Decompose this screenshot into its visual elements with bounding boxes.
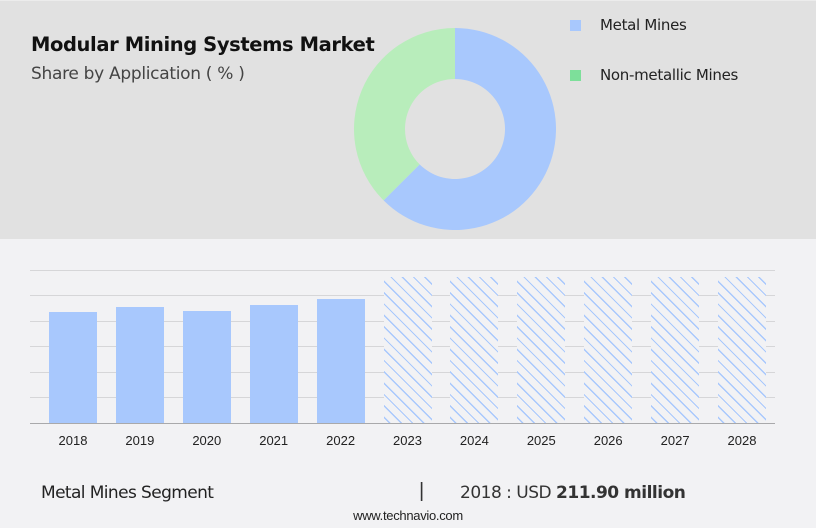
- gridline: [30, 270, 775, 271]
- bar-2027: [651, 277, 700, 423]
- legend-swatch-metal: [570, 19, 581, 31]
- legend-swatch-non-metallic: [570, 69, 581, 81]
- donut-chart: [354, 28, 556, 230]
- bar-2026: [584, 277, 633, 423]
- x-axis: [30, 423, 775, 424]
- x-tick-label: 2018: [58, 433, 88, 448]
- footer-separator: |: [419, 480, 425, 502]
- donut-slice-non-metallic-mines: [354, 28, 455, 201]
- bar-2022: [316, 299, 365, 423]
- segment-value: 2018 : USD 211.90 million: [460, 483, 686, 503]
- value-amount: 211.90 million: [556, 483, 686, 503]
- chart-subtitle: Share by Application ( % ): [31, 64, 245, 84]
- x-tick-label: 2023: [393, 433, 422, 448]
- legend-item-non-metallic-mines: Non-metallic Mines: [570, 66, 738, 84]
- x-tick-label: 2021: [259, 433, 289, 448]
- x-tick-label: 2028: [727, 433, 757, 448]
- x-tick-label: 2027: [660, 433, 690, 448]
- bar-2019: [115, 307, 164, 423]
- legend-label: Metal Mines: [600, 16, 687, 34]
- bar-2025: [517, 277, 566, 423]
- segment-label: Metal Mines Segment: [41, 483, 214, 503]
- x-tick-label: 2025: [526, 433, 556, 448]
- bar-2024: [450, 277, 499, 423]
- x-tick-label: 2024: [459, 433, 489, 448]
- bar-2023: [383, 277, 432, 423]
- bar-2020: [182, 310, 231, 423]
- share-panel: Modular Mining Systems Market Share by A…: [0, 0, 816, 239]
- bar-2021: [249, 305, 298, 423]
- bar-2028: [718, 277, 766, 423]
- x-tick-label: 2019: [125, 433, 155, 448]
- website-link[interactable]: www.technavio.com: [353, 508, 463, 523]
- donut-slice-metal-mines: [383, 28, 556, 230]
- x-tick-label: 2022: [326, 433, 356, 448]
- x-tick-label: 2020: [192, 433, 222, 448]
- bar-chart: 2018 2019 2020 2021 2022 2023 2024 2025 2026 2027…: [0, 240, 816, 460]
- value-prefix: 2018 : USD: [460, 483, 552, 503]
- legend-item-metal-mines: Metal Mines: [570, 16, 687, 34]
- x-tick-label: 2026: [593, 433, 623, 448]
- bar-2018: [49, 312, 97, 423]
- legend-label: Non-metallic Mines: [600, 66, 739, 84]
- chart-title: Modular Mining Systems Market: [31, 33, 375, 56]
